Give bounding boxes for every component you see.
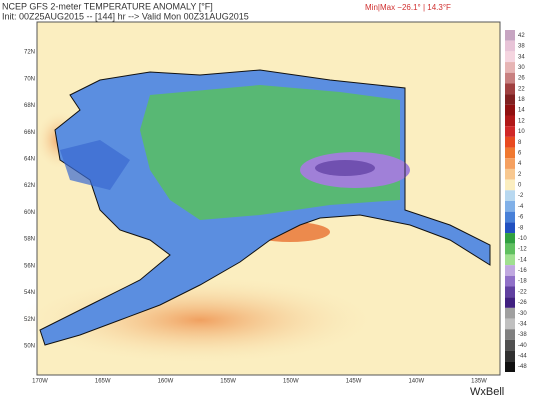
lon-label: 155W	[220, 379, 236, 385]
colorbar-swatch	[505, 254, 515, 266]
colorbar-swatch	[505, 190, 515, 201]
colorbar-label: 38	[518, 44, 525, 50]
colorbar-label: -2	[518, 193, 524, 199]
colorbar-swatch	[505, 147, 515, 159]
colorbar-label: -44	[518, 354, 527, 360]
colorbar-label: -30	[518, 311, 527, 317]
colorbar-swatch	[505, 350, 515, 362]
colorbar-label: 34	[518, 54, 525, 60]
colorbar-label: -26	[518, 300, 527, 306]
colorbar-swatch	[505, 233, 515, 244]
lon-labels: 170W 165W 160W 155W 150W 145W 140W 135W	[32, 379, 487, 385]
colorbar-label: -8	[518, 225, 524, 231]
lon-label: 150W	[283, 379, 299, 385]
lat-label: 60N	[24, 210, 35, 216]
colorbar-label: -40	[518, 343, 527, 349]
lat-label: 72N	[24, 50, 35, 56]
colorbar-label: -16	[518, 268, 527, 274]
lat-label: 58N	[24, 237, 35, 243]
colorbar-label: 22	[518, 86, 525, 92]
colorbar-label: 18	[518, 97, 525, 103]
lat-label: 50N	[24, 344, 35, 350]
colorbar-swatch	[505, 275, 515, 287]
colorbar-swatch	[505, 243, 515, 255]
colorbar-label: 26	[518, 76, 525, 82]
lon-label: 135W	[471, 379, 487, 385]
colorbar-label: 0	[518, 183, 522, 189]
lat-label: 52N	[24, 317, 35, 323]
lat-labels: 72N 70N 68N 66N 64N 62N 60N 58N 56N 54N 52N 50N	[24, 50, 35, 350]
cold-anomaly	[315, 160, 375, 176]
colorbar-label: 6	[518, 150, 522, 156]
colorbar-label: 10	[518, 129, 525, 135]
colorbar-swatch	[505, 329, 515, 340]
lat-label: 66N	[24, 130, 35, 136]
min-max: Min|Max −26.1° | 14.3°F	[365, 3, 451, 12]
colorbar-swatch	[505, 307, 515, 319]
colorbar-label: 4	[518, 161, 522, 167]
colorbar-label: -18	[518, 279, 527, 285]
colorbar-label: -34	[518, 321, 527, 327]
colorbar-swatch	[505, 201, 515, 212]
colorbar-label: 42	[518, 33, 525, 39]
colorbar-swatch	[505, 115, 515, 127]
colorbar-swatch	[505, 136, 515, 148]
colorbar-label: -48	[518, 364, 527, 370]
title: NCEP GFS 2-meter TEMPERATURE ANOMALY [°F…	[2, 1, 213, 11]
lat-label: 54N	[24, 290, 35, 296]
colorbar-swatch	[505, 104, 515, 116]
colorbar-swatch	[505, 62, 515, 73]
colorbar-swatch	[505, 265, 515, 276]
colorbar-swatch	[505, 83, 515, 95]
colorbar-label: 8	[518, 140, 522, 146]
lat-label: 62N	[24, 183, 35, 189]
colorbar-label: -14	[518, 257, 527, 263]
colorbar-label: 30	[518, 65, 525, 71]
lat-label: 68N	[24, 103, 35, 109]
lon-label: 165W	[95, 379, 111, 385]
map-frame	[36, 21, 501, 376]
colorbar-label: -38	[518, 332, 527, 338]
colorbar-swatch	[505, 51, 515, 63]
colorbar-swatch	[505, 40, 515, 52]
colorbar-label: -22	[518, 289, 527, 295]
lat-label: 70N	[24, 76, 35, 82]
lon-label: 170W	[32, 379, 48, 385]
lon-label: 160W	[158, 379, 174, 385]
map	[20, 22, 500, 375]
lon-label: 145W	[346, 379, 362, 385]
colorbar-swatch	[505, 158, 515, 169]
colorbar-swatch	[505, 361, 515, 372]
colorbar-label: -4	[518, 204, 524, 210]
colorbar-swatch	[505, 72, 515, 84]
colorbar-swatch	[505, 297, 515, 308]
colorbar-label: 14	[518, 108, 525, 114]
colorbar-label: -6	[518, 215, 524, 221]
colorbar-swatch	[505, 222, 515, 234]
colorbar-swatch	[505, 179, 515, 191]
colorbar-swatch	[505, 30, 515, 41]
cool-anomaly	[60, 140, 130, 190]
colorbar-swatch	[505, 211, 515, 223]
colorbar-swatch	[505, 286, 515, 298]
init-line: Init: 00Z25AUG2015 -- [144] hr --> Valid…	[2, 11, 249, 21]
colorbar-label: 12	[518, 118, 525, 124]
lat-label: 64N	[24, 156, 35, 162]
colorbar-swatch	[505, 126, 515, 137]
lon-label: 140W	[408, 379, 424, 385]
colorbar-label: -12	[518, 247, 527, 253]
colorbar-swatch	[505, 339, 515, 351]
lat-label: 56N	[24, 263, 35, 269]
colorbar-label: -10	[518, 236, 527, 242]
colorbar-swatch	[505, 168, 515, 180]
colorbar-label: 2	[518, 172, 522, 178]
brand: WxBell	[470, 386, 504, 398]
colorbar-swatch	[505, 318, 515, 330]
colorbar-swatch	[505, 94, 515, 105]
colorbar: 4238343026221814121086420-2-4-6-8-10-12-…	[505, 30, 527, 372]
